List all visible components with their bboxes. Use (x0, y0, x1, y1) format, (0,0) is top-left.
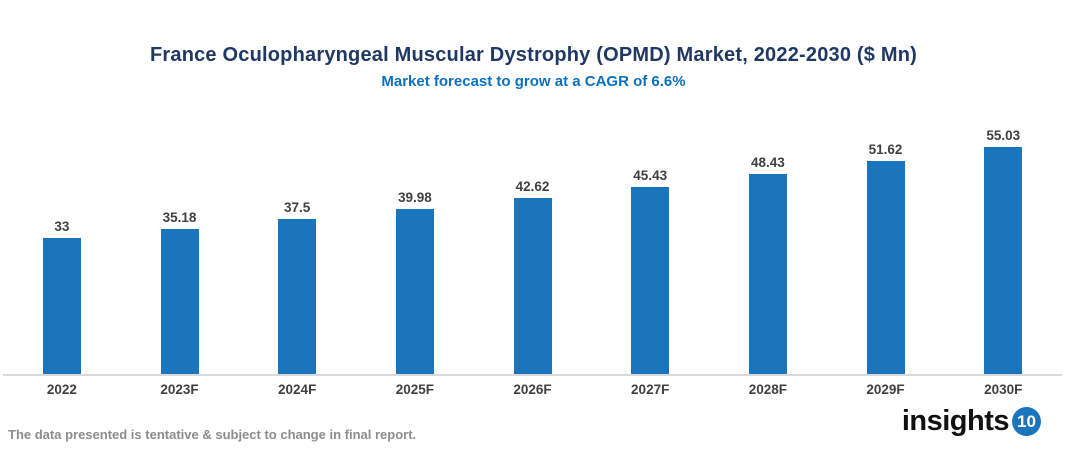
bar-value-label: 55.03 (986, 128, 1021, 143)
x-tick-label: 2026F (513, 382, 552, 397)
bar-column: 45.43 (591, 168, 709, 374)
footer-disclaimer: The data presented is tentative & subjec… (8, 427, 417, 442)
bar-column: 42.62 (474, 179, 592, 374)
bar-value-label: 39.98 (397, 190, 432, 206)
x-tick-label: 2028F (748, 382, 787, 397)
bar-column: 39.98 (356, 190, 474, 374)
bar (278, 219, 317, 374)
chart-title: France Oculopharyngeal Muscular Dystroph… (149, 44, 918, 66)
bar-value-label: 42.62 (515, 179, 550, 195)
bar-value-label: 33 (54, 218, 70, 234)
bar-value-label: 45.43 (633, 167, 668, 183)
bar-chart-plot-area: 33 35.18 37.5 39.98 42.62 45.43 48.43 51.62 55.0… (3, 128, 1062, 376)
insights10-logo: insights 10 (902, 405, 1041, 438)
logo-badge: 10 (1012, 407, 1041, 436)
bar (984, 147, 1023, 374)
x-tick-label: 2025F (395, 382, 434, 397)
bar-column: 37.5 (238, 200, 356, 374)
bar (42, 237, 81, 374)
x-tick-label: 2024F (278, 382, 317, 397)
bar (160, 228, 199, 374)
bar (866, 161, 905, 374)
x-tick-label: 2023F (160, 382, 199, 397)
bar (513, 198, 552, 374)
x-tick-label: 2027F (631, 382, 670, 397)
chart-subtitle: Market forecast to grow at a CAGR of 6.6… (381, 73, 686, 90)
bar-value-label: 51.62 (868, 142, 903, 158)
bar-column: 51.62 (827, 142, 945, 374)
x-axis-labels: 2022 2023F 2024F 2025F 2026F 2027F 2028F 2029F 2… (3, 382, 1062, 397)
bar (748, 174, 787, 374)
logo-text: insights (901, 405, 1010, 437)
bar (631, 186, 670, 374)
bar-column: 48.43 (709, 155, 827, 374)
bar-column: 35.18 (121, 210, 239, 374)
bar-value-label: 48.43 (750, 155, 785, 171)
bar-column: 33 (3, 219, 121, 374)
bar-value-label: 37.5 (284, 200, 311, 216)
x-tick-label: 2029F (866, 382, 905, 397)
bar-column: 55.03 (944, 128, 1062, 374)
bar-value-label: 35.18 (162, 209, 197, 225)
bar (395, 209, 434, 374)
x-tick-label: 2030F (984, 382, 1023, 397)
x-tick-label: 2022 (46, 382, 77, 397)
